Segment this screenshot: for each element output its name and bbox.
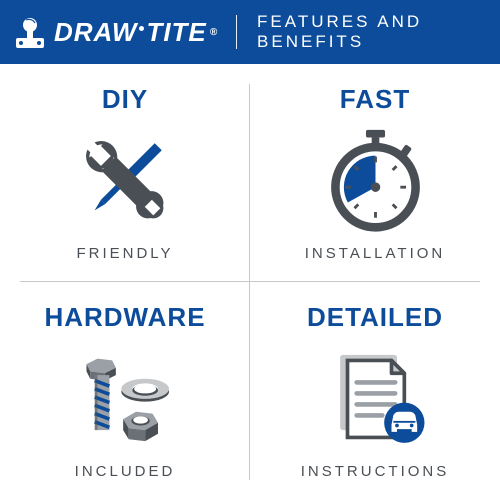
feature-subtitle: FRIENDLY bbox=[76, 245, 173, 262]
header-subtitle: FEATURES AND BENEFITS bbox=[257, 12, 500, 52]
feature-title: DIY bbox=[102, 84, 148, 115]
feature-subtitle: INCLUDED bbox=[75, 463, 176, 480]
header-bar: DRAW TITE ® FEATURES AND BENEFITS bbox=[0, 0, 500, 64]
feature-subtitle: INSTALLATION bbox=[305, 245, 445, 262]
feature-cell-hardware: HARDWARE bbox=[0, 282, 250, 500]
feature-title: HARDWARE bbox=[44, 302, 205, 333]
header-divider bbox=[236, 15, 237, 49]
hitch-ball-icon bbox=[12, 14, 48, 50]
wrench-screwdriver-icon bbox=[70, 125, 180, 235]
registered-mark: ® bbox=[210, 27, 218, 38]
document-vehicle-icon bbox=[320, 343, 430, 453]
bolt-nut-icon bbox=[70, 343, 180, 453]
brand-logo: DRAW TITE ® bbox=[12, 14, 218, 50]
feature-cell-diy: DIY FRIE bbox=[0, 64, 250, 282]
brand-dot bbox=[139, 26, 144, 31]
feature-title: DETAILED bbox=[307, 302, 443, 333]
feature-subtitle: INSTRUCTIONS bbox=[301, 463, 450, 480]
features-grid: DIY FRIE bbox=[0, 64, 500, 500]
brand-word-1: DRAW bbox=[54, 17, 137, 48]
stopwatch-icon bbox=[320, 125, 430, 235]
feature-cell-detailed: DETAILED bbox=[250, 282, 500, 500]
brand-wordmark: DRAW TITE ® bbox=[54, 17, 218, 48]
brand-word-2: TITE bbox=[146, 17, 206, 48]
feature-title: FAST bbox=[340, 84, 410, 115]
feature-cell-fast: FAST bbox=[250, 64, 500, 282]
